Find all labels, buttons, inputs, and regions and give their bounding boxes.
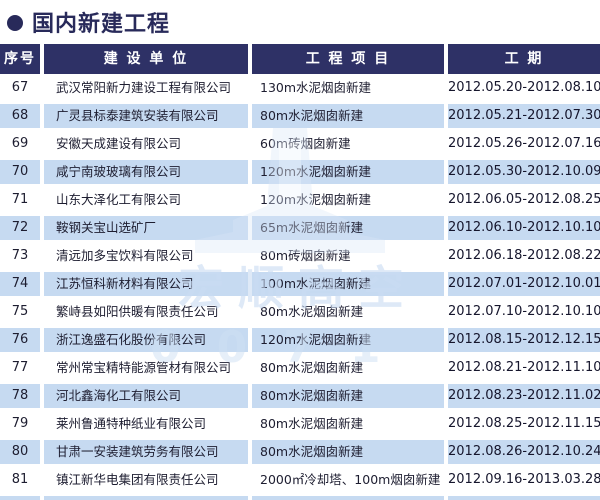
cell-period: 2012.08.23-2012.11.02	[448, 384, 600, 408]
cell-company: 鞍钢关宝山选矿厂	[44, 216, 248, 240]
cell-no: 77	[0, 356, 40, 380]
cell-project: 100m水泥烟囱新建	[252, 272, 444, 296]
cell-project	[252, 496, 444, 500]
table-row: 76 浙江逸盛石化股份有限公司 120m水泥烟囱新建 2012.08.15-2012.…	[0, 328, 600, 352]
page-title: 国内新建工程	[32, 12, 171, 37]
cell-period: 2012.09.16-2013.03.28	[448, 468, 600, 492]
cell-period: 2012.05.20-2012.08.10	[448, 76, 600, 100]
table-header-row: 序号建 设 单 位工 程 项 目工 期	[0, 44, 600, 74]
table-row: 74 江苏恒科新材料有限公司 100m水泥烟囱新建 2012.07.01-2012.1…	[0, 272, 600, 296]
cell-period: 2012.08.26-2012.10.24	[448, 440, 600, 464]
cell-project: 2000㎡冷却塔、100m烟囱新建	[252, 468, 444, 492]
column-header-no: 序号	[0, 44, 40, 74]
cell-company: 繁峙县如阳供暖有限责任公司	[44, 300, 248, 324]
table-row: 70 咸宁南玻玻璃有限公司 120m水泥烟囱新建 2012.05.30-2012.10…	[0, 160, 600, 184]
table-row: 72 鞍钢关宝山选矿厂 65m水泥烟囱新建 2012.06.10-2012.10.10	[0, 216, 600, 240]
table-body: 67 武汉常阳新力建设工程有限公司 130m水泥烟囱新建 2012.05.20-201…	[0, 76, 600, 500]
cell-company	[44, 496, 248, 500]
cell-no: 75	[0, 300, 40, 324]
cell-company: 清远加多宝饮料有限公司	[44, 244, 248, 268]
cell-no: 79	[0, 412, 40, 436]
cell-no: 67	[0, 76, 40, 100]
cell-no: 71	[0, 188, 40, 212]
cell-project: 80m水泥烟囱新建	[252, 412, 444, 436]
cell-period	[448, 496, 600, 500]
cell-project: 130m水泥烟囱新建	[252, 76, 444, 100]
column-header-period: 工 期	[448, 44, 600, 74]
cell-period: 2012.05.30-2012.10.09	[448, 160, 600, 184]
cell-period: 2012.08.21-2012.11.10	[448, 356, 600, 380]
cell-project: 80m水泥烟囱新建	[252, 104, 444, 128]
table-row: 78 河北鑫海化工有限公司 80m水泥烟囱新建 2012.08.23-2012.11.…	[0, 384, 600, 408]
cell-company: 甘肃一安装建筑劳务有限公司	[44, 440, 248, 464]
cell-period: 2012.05.26-2012.07.16	[448, 132, 600, 156]
cell-no: 70	[0, 160, 40, 184]
cell-company: 江苏恒科新材料有限公司	[44, 272, 248, 296]
cell-no: 68	[0, 104, 40, 128]
cell-company: 广灵县标泰建筑安装有限公司	[44, 104, 248, 128]
cell-project: 80m水泥烟囱新建	[252, 300, 444, 324]
table-row-partial	[0, 496, 600, 500]
cell-no	[0, 496, 40, 500]
cell-no: 72	[0, 216, 40, 240]
cell-company: 镇江新华电集团有限责任公司	[44, 468, 248, 492]
cell-no: 80	[0, 440, 40, 464]
table-row: 79 莱州鲁通特种纸业有限公司 80m水泥烟囱新建 2012.08.25-2012.1…	[0, 412, 600, 436]
cell-no: 76	[0, 328, 40, 352]
cell-project: 80m水泥烟囱新建	[252, 440, 444, 464]
cell-period: 2012.07.10-2012.10.10	[448, 300, 600, 324]
cell-project: 60m砖烟囱新建	[252, 132, 444, 156]
table-row: 71 山东大泽化工有限公司 120m水泥烟囱新建 2012.06.05-2012.08…	[0, 188, 600, 212]
cell-period: 2012.06.05-2012.08.25	[448, 188, 600, 212]
table-row: 67 武汉常阳新力建设工程有限公司 130m水泥烟囱新建 2012.05.20-201…	[0, 76, 600, 100]
column-header-project: 工 程 项 目	[252, 44, 444, 74]
cell-project: 120m水泥烟囱新建	[252, 328, 444, 352]
cell-project: 65m水泥烟囱新建	[252, 216, 444, 240]
page-title-bar: 国内新建工程	[0, 0, 600, 44]
cell-period: 2012.07.01-2012.10.01	[448, 272, 600, 296]
cell-project: 80m砖烟囱新建	[252, 244, 444, 268]
cell-company: 安徽天成建设有限公司	[44, 132, 248, 156]
cell-period: 2012.08.15-2012.12.15	[448, 328, 600, 352]
cell-company: 浙江逸盛石化股份有限公司	[44, 328, 248, 352]
cell-no: 74	[0, 272, 40, 296]
cell-no: 78	[0, 384, 40, 408]
cell-project: 80m水泥烟囱新建	[252, 384, 444, 408]
bullet-icon	[7, 15, 23, 31]
cell-period: 2012.06.18-2012.08.22	[448, 244, 600, 268]
cell-no: 69	[0, 132, 40, 156]
table-row: 75 繁峙县如阳供暖有限责任公司 80m水泥烟囱新建 2012.07.10-2012.…	[0, 300, 600, 324]
projects-table: 序号建 设 单 位工 程 项 目工 期 67 武汉常阳新力建设工程有限公司 130m…	[0, 44, 600, 500]
cell-period: 2012.08.25-2012.11.15	[448, 412, 600, 436]
cell-project: 80m水泥烟囱新建	[252, 356, 444, 380]
cell-company: 莱州鲁通特种纸业有限公司	[44, 412, 248, 436]
cell-no: 81	[0, 468, 40, 492]
cell-project: 120m水泥烟囱新建	[252, 160, 444, 184]
column-header-company: 建 设 单 位	[44, 44, 248, 74]
cell-company: 咸宁南玻玻璃有限公司	[44, 160, 248, 184]
cell-company: 河北鑫海化工有限公司	[44, 384, 248, 408]
table-row: 69 安徽天成建设有限公司 60m砖烟囱新建 2012.05.26-2012.07.1…	[0, 132, 600, 156]
table-row: 68 广灵县标泰建筑安装有限公司 80m水泥烟囱新建 2012.05.21-2012.…	[0, 104, 600, 128]
cell-period: 2012.06.10-2012.10.10	[448, 216, 600, 240]
table-row: 80 甘肃一安装建筑劳务有限公司 80m水泥烟囱新建 2012.08.26-2012.…	[0, 440, 600, 464]
table-row: 73 清远加多宝饮料有限公司 80m砖烟囱新建 2012.06.18-2012.08.…	[0, 244, 600, 268]
cell-company: 山东大泽化工有限公司	[44, 188, 248, 212]
cell-company: 常州常宝精特能源管材有限公司	[44, 356, 248, 380]
cell-project: 120m水泥烟囱新建	[252, 188, 444, 212]
table-row: 77 常州常宝精特能源管材有限公司 80m水泥烟囱新建 2012.08.21-2012…	[0, 356, 600, 380]
cell-no: 73	[0, 244, 40, 268]
table-row: 81 镇江新华电集团有限责任公司 2000㎡冷却塔、100m烟囱新建 2012.09.…	[0, 468, 600, 492]
cell-company: 武汉常阳新力建设工程有限公司	[44, 76, 248, 100]
cell-period: 2012.05.21-2012.07.30	[448, 104, 600, 128]
